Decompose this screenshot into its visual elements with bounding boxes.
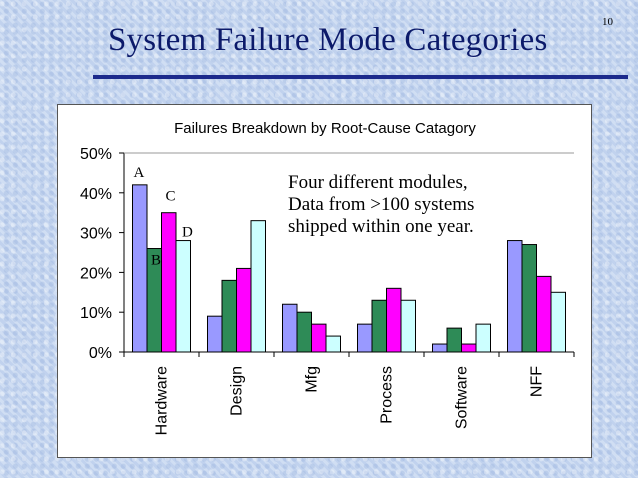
chart-annotation: Four different modules, Data from >100 s… bbox=[288, 172, 474, 238]
bar-b-software bbox=[446, 327, 462, 353]
bar-d-process bbox=[400, 299, 416, 353]
series-label-b: B bbox=[151, 253, 161, 269]
bar-d-mfg bbox=[325, 335, 341, 353]
x-category-label: Mfg bbox=[304, 366, 321, 393]
bar-d-nff bbox=[550, 291, 566, 353]
y-tick-label: 0% bbox=[89, 345, 112, 362]
x-category-label: NFF bbox=[529, 366, 546, 397]
x-category-label: Process bbox=[379, 366, 396, 424]
bar-b-process bbox=[371, 299, 387, 353]
bar-a-design bbox=[207, 315, 223, 353]
bar-d-hardware bbox=[175, 240, 191, 353]
bar-c-process bbox=[386, 287, 402, 353]
title-underline bbox=[93, 75, 628, 79]
y-tick-label: 10% bbox=[80, 305, 112, 322]
bar-chart: Failures Breakdown by Root-Cause Catagor… bbox=[80, 120, 575, 435]
bar-c-hardware bbox=[161, 212, 177, 353]
annotation-line-1: Four different modules, bbox=[288, 172, 468, 193]
bar-c-design bbox=[236, 267, 252, 353]
series-label-c: C bbox=[166, 189, 176, 205]
bar-c-nff bbox=[536, 275, 552, 353]
chart-title: Failures Breakdown by Root-Cause Catagor… bbox=[174, 120, 476, 137]
annotation-line-2: Data from >100 systems bbox=[288, 194, 475, 215]
bar-c-software bbox=[461, 343, 477, 353]
y-tick-label: 40% bbox=[80, 186, 112, 203]
bar-d-software bbox=[475, 323, 491, 353]
series-label-a: A bbox=[134, 165, 145, 181]
chart-panel: Failures Breakdown by Root-Cause Catagor… bbox=[57, 104, 592, 458]
bar-a-mfg bbox=[282, 303, 298, 353]
bar-a-nff bbox=[507, 240, 523, 353]
y-tick-label: 50% bbox=[80, 146, 112, 163]
x-category-label: Hardware bbox=[154, 366, 171, 435]
bar-a-software bbox=[432, 343, 448, 353]
annotation-line-3: shipped within one year. bbox=[288, 216, 474, 237]
x-category-label: Design bbox=[229, 366, 246, 416]
bar-b-design bbox=[221, 279, 237, 353]
bar-a-process bbox=[357, 323, 373, 353]
bar-c-mfg bbox=[311, 323, 327, 353]
y-tick-label: 30% bbox=[80, 226, 112, 243]
bar-d-design bbox=[250, 220, 266, 353]
bar-a-hardware bbox=[132, 184, 148, 353]
bar-b-nff bbox=[521, 244, 537, 353]
slide-number: 10 bbox=[602, 16, 613, 28]
slide-title: System Failure Mode Categories bbox=[108, 22, 548, 58]
series-label-d: D bbox=[182, 225, 193, 241]
x-category-label: Software bbox=[454, 366, 471, 429]
y-tick-label: 20% bbox=[80, 265, 112, 282]
bar-b-mfg bbox=[296, 311, 312, 353]
